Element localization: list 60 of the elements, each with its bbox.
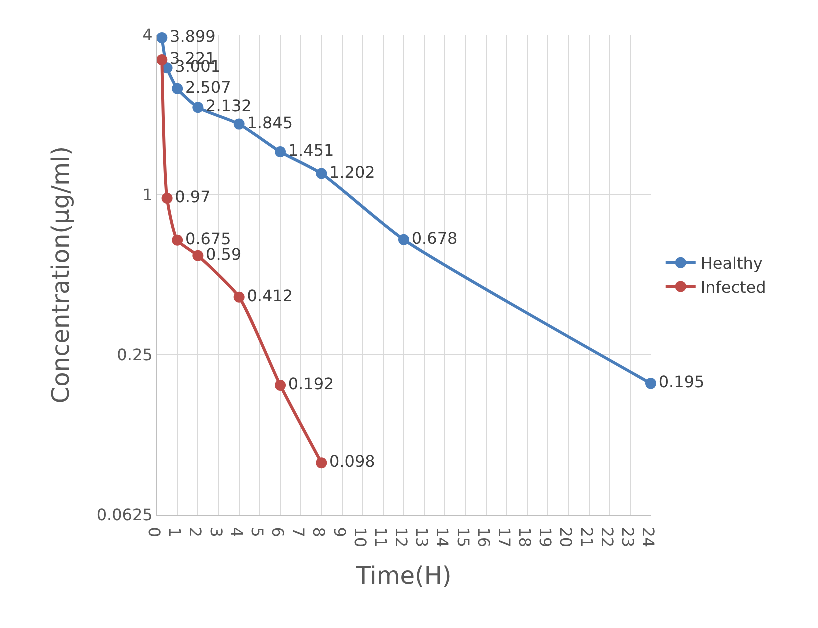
- point: [156, 32, 168, 44]
- x-tick-label: 8: [310, 527, 329, 538]
- legend-label: Infected: [700, 278, 766, 297]
- point: [646, 378, 656, 390]
- data-label: 2.507: [185, 78, 232, 97]
- x-tick-label: 6: [268, 527, 288, 538]
- x-tick-label: 7: [289, 527, 308, 538]
- point: [172, 234, 184, 246]
- y-tick-label: 1: [142, 186, 153, 205]
- data-label: 1.202: [330, 162, 376, 182]
- x-tick-label: 14: [433, 527, 452, 548]
- x-tick-label: 15: [454, 527, 473, 548]
- data-label: 3.899: [170, 26, 216, 46]
- point: [156, 54, 168, 66]
- data-label: 0.412: [247, 286, 294, 306]
- x-tick-label: 22: [598, 527, 617, 548]
- x-tick-label: 19: [536, 527, 556, 548]
- x-tick-label: 23: [618, 527, 638, 548]
- data-label: 0.192: [288, 374, 334, 394]
- x-tick-label: 5: [248, 527, 267, 538]
- data-label: 2.132: [206, 96, 252, 116]
- point: [192, 250, 204, 262]
- x-tick-label: 12: [392, 527, 411, 548]
- y-tick-label: 4: [142, 26, 153, 45]
- y-tick-label: 0.0625: [96, 506, 153, 525]
- point: [172, 83, 184, 94]
- y-tick-label: 0.25: [117, 346, 153, 365]
- x-tick-label: 21: [577, 527, 596, 548]
- point: [275, 380, 286, 391]
- x-axis-title: Time(H): [355, 562, 452, 590]
- x-tick-label: 4: [227, 527, 246, 538]
- y-axis-title: Concentration(µg/ml): [46, 146, 75, 404]
- x-tick-label: 16: [474, 527, 494, 548]
- point: [192, 102, 204, 114]
- point: [316, 458, 328, 469]
- x-tick-label: 10: [350, 527, 370, 548]
- x-tick-label: 11: [371, 527, 390, 548]
- data-label: 1.845: [247, 113, 294, 132]
- point: [398, 234, 410, 246]
- x-tick-label: 24: [639, 527, 658, 548]
- data-label: 0.678: [412, 228, 458, 248]
- point: [162, 193, 173, 204]
- x-tick-label: 0: [145, 527, 164, 538]
- x-tick-label: 17: [494, 527, 514, 548]
- data-label: 0.195: [658, 372, 705, 392]
- x-tick-label: 9: [330, 527, 350, 538]
- data-label: 0.098: [330, 452, 376, 472]
- point: [275, 146, 286, 158]
- point: [234, 118, 245, 130]
- x-tick-label: 20: [556, 527, 576, 548]
- point: [316, 168, 328, 180]
- data-label: 0.97: [175, 188, 211, 207]
- x-tick-label: 18: [516, 527, 534, 548]
- x-tick-label: 3: [206, 527, 226, 538]
- legend-label: Healthy: [700, 254, 763, 274]
- point: [234, 292, 245, 303]
- x-tick-label: 13: [412, 527, 432, 548]
- x-tick-label: 2: [186, 527, 206, 538]
- x-tick-label: 1: [166, 527, 185, 538]
- data-label: 1.451: [288, 141, 334, 160]
